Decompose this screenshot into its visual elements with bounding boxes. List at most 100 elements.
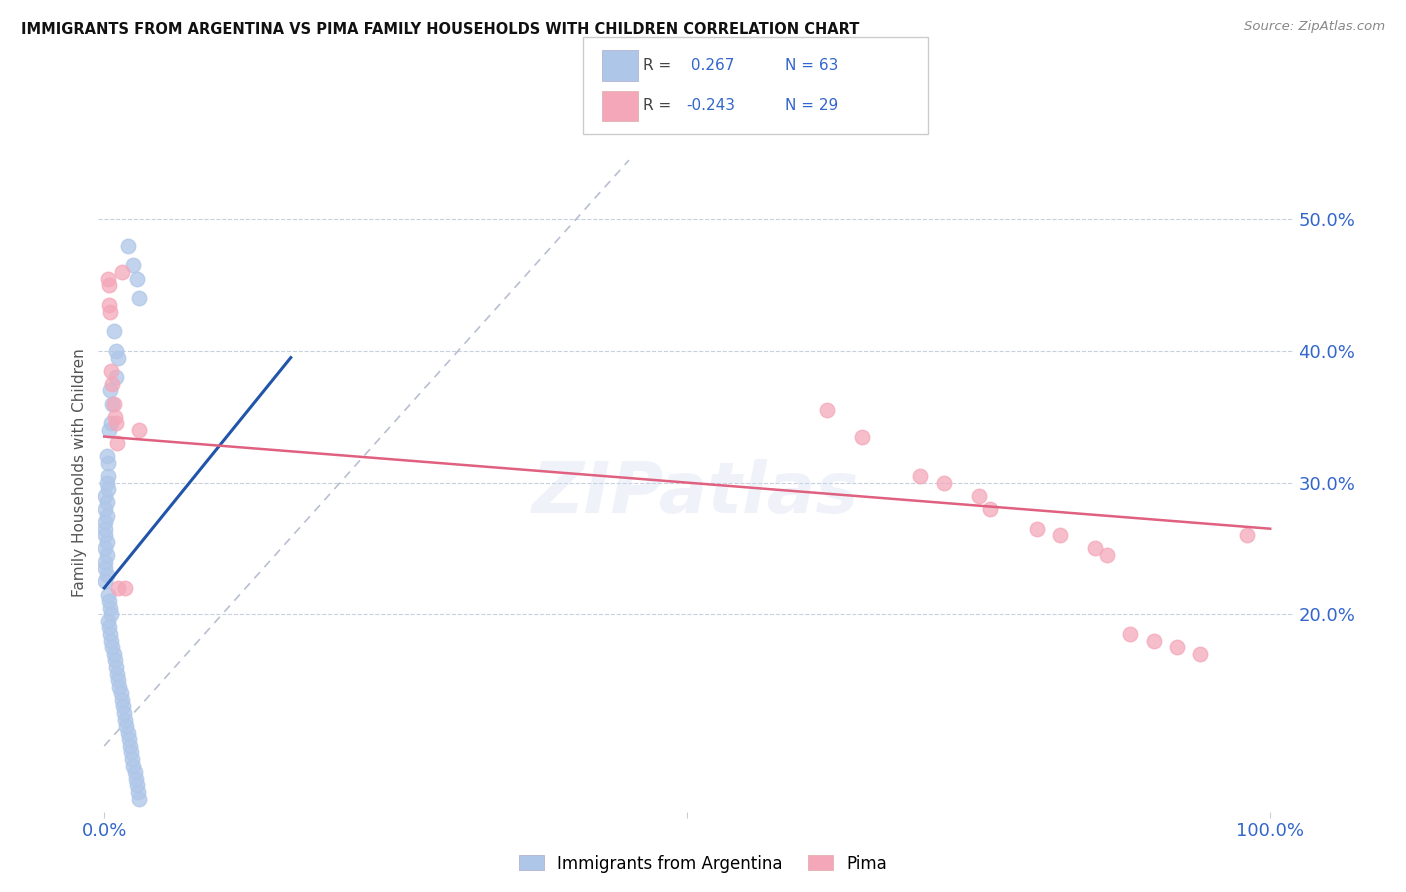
Point xyxy=(94,502,117,516)
Point xyxy=(115,719,138,733)
Point xyxy=(121,752,143,766)
Point xyxy=(94,555,117,569)
Point xyxy=(100,633,122,648)
Point xyxy=(101,376,124,391)
Point xyxy=(1026,522,1049,536)
Point xyxy=(125,778,148,792)
Point xyxy=(97,588,120,602)
Point xyxy=(105,436,128,450)
Point xyxy=(124,765,146,780)
Point xyxy=(1166,640,1188,655)
Point xyxy=(107,581,129,595)
Point xyxy=(107,351,129,365)
Point xyxy=(94,515,117,529)
Point xyxy=(97,423,120,437)
Point xyxy=(94,489,117,503)
Y-axis label: Family Households with Children: Family Households with Children xyxy=(72,349,87,597)
Point xyxy=(117,725,139,739)
Point xyxy=(967,489,990,503)
Point xyxy=(104,409,127,424)
Point xyxy=(1119,627,1142,641)
Point xyxy=(97,614,120,628)
Point xyxy=(125,772,148,786)
Point xyxy=(105,666,128,681)
Text: 0.267: 0.267 xyxy=(686,58,734,73)
Point xyxy=(118,739,141,753)
Point xyxy=(851,429,873,443)
Point xyxy=(104,653,127,667)
Point xyxy=(96,450,118,464)
Text: -0.243: -0.243 xyxy=(686,98,735,113)
Point xyxy=(97,594,120,608)
Point xyxy=(100,417,122,431)
Point xyxy=(122,758,145,772)
Point xyxy=(98,304,121,318)
Point xyxy=(1189,647,1212,661)
Point xyxy=(103,397,125,411)
Point xyxy=(104,343,127,358)
Point xyxy=(127,785,149,799)
Point xyxy=(910,469,932,483)
Legend: Immigrants from Argentina, Pima: Immigrants from Argentina, Pima xyxy=(512,848,894,880)
Point xyxy=(932,475,955,490)
Point xyxy=(101,640,124,655)
Point xyxy=(97,278,120,293)
Point xyxy=(979,502,1001,516)
Text: Source: ZipAtlas.com: Source: ZipAtlas.com xyxy=(1244,20,1385,33)
Point xyxy=(1049,528,1071,542)
Point xyxy=(111,699,134,714)
Point xyxy=(1084,541,1107,556)
Point xyxy=(94,541,117,556)
Point xyxy=(107,673,129,687)
Point xyxy=(815,403,838,417)
Point xyxy=(104,370,127,384)
Point xyxy=(96,508,118,523)
Point xyxy=(125,271,148,285)
Point xyxy=(96,567,118,582)
Point xyxy=(114,581,136,595)
Point xyxy=(128,791,150,805)
Point xyxy=(96,534,118,549)
Point xyxy=(94,522,117,536)
Point xyxy=(111,265,134,279)
Point xyxy=(111,693,134,707)
Point xyxy=(128,291,150,305)
Point xyxy=(122,259,145,273)
Point xyxy=(104,417,127,431)
Text: N = 29: N = 29 xyxy=(785,98,838,113)
Point xyxy=(100,607,122,622)
Point xyxy=(1236,528,1258,542)
Point xyxy=(96,475,118,490)
Text: IMMIGRANTS FROM ARGENTINA VS PIMA FAMILY HOUSEHOLDS WITH CHILDREN CORRELATION CH: IMMIGRANTS FROM ARGENTINA VS PIMA FAMILY… xyxy=(21,22,859,37)
Point xyxy=(128,423,150,437)
Point xyxy=(101,397,124,411)
Point xyxy=(97,298,120,312)
Point xyxy=(98,384,121,398)
Point xyxy=(97,456,120,470)
Point xyxy=(110,686,132,700)
Text: R =: R = xyxy=(643,98,676,113)
Point xyxy=(103,647,125,661)
Point xyxy=(114,713,136,727)
Point xyxy=(120,746,142,760)
Point xyxy=(97,620,120,634)
Point xyxy=(100,364,122,378)
Text: N = 63: N = 63 xyxy=(785,58,838,73)
Text: R =: R = xyxy=(643,58,676,73)
Point xyxy=(103,324,125,338)
Point xyxy=(98,627,121,641)
Point xyxy=(97,271,120,285)
Point xyxy=(97,482,120,496)
Point xyxy=(112,706,135,720)
Point xyxy=(96,495,118,509)
Point xyxy=(108,680,131,694)
Point xyxy=(1095,548,1118,562)
Point xyxy=(94,561,117,575)
Point xyxy=(94,528,117,542)
Point xyxy=(117,238,139,252)
Point xyxy=(94,574,117,589)
Point xyxy=(96,548,118,562)
Point xyxy=(1142,633,1164,648)
Text: ZIPatlas: ZIPatlas xyxy=(533,458,859,527)
Point xyxy=(104,660,127,674)
